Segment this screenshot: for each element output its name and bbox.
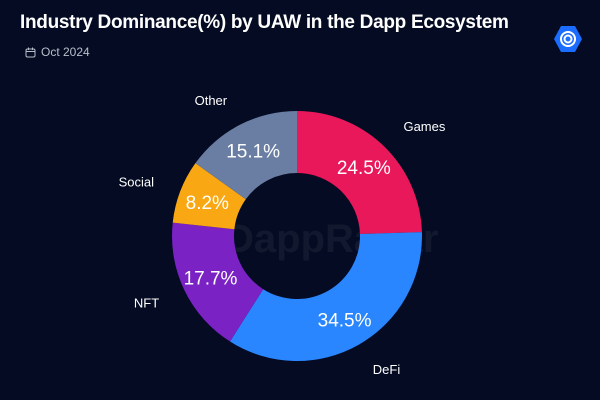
value-label-games: 24.5% <box>337 158 391 179</box>
dappradar-logo-icon <box>554 26 582 52</box>
value-label-nft: 17.7% <box>184 269 238 290</box>
category-label-other: Other <box>195 93 228 108</box>
slice-games[interactable] <box>297 111 422 235</box>
category-label-nft: NFT <box>134 295 159 310</box>
chart-title: Industry Dominance(%) by UAW in the Dapp… <box>20 12 509 33</box>
date-label: Oct 2024 <box>25 45 90 59</box>
calendar-icon <box>25 47 36 57</box>
value-label-defi: 34.5% <box>318 310 372 331</box>
date-text: Oct 2024 <box>41 45 90 59</box>
slice-defi[interactable] <box>230 232 422 361</box>
category-label-defi: DeFi <box>373 362 401 377</box>
value-label-other: 15.1% <box>226 142 280 163</box>
slice-other[interactable] <box>195 111 297 200</box>
category-label-games: Games <box>403 119 445 134</box>
value-label-social: 8.2% <box>186 193 229 214</box>
slice-nft[interactable] <box>172 222 264 342</box>
category-label-social: Social <box>119 174 155 189</box>
slice-social[interactable] <box>172 163 246 230</box>
